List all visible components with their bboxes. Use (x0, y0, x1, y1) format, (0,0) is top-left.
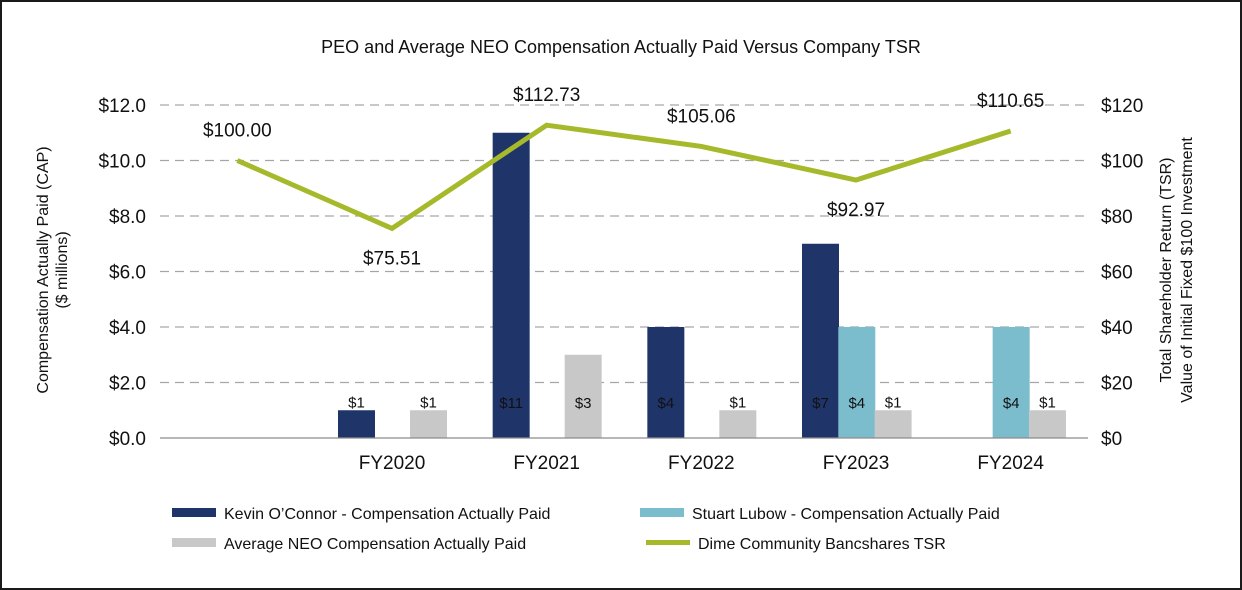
category-label: FY2023 (823, 453, 890, 474)
left-tick-label: $10.0 (98, 152, 146, 173)
gridlines (160, 104, 1088, 384)
bar-data-label: $1 (1039, 394, 1056, 411)
left-tick-label: $8.0 (109, 207, 146, 228)
tsr-data-label: $92.97 (827, 200, 885, 221)
bars (338, 132, 1066, 438)
tsr-data-label: $100.00 (203, 121, 272, 142)
left-tick-label: $2.0 (109, 374, 146, 395)
bar (338, 410, 375, 438)
left-axis-title-line2: ($ millions) (54, 231, 71, 308)
bar-data-label: $1 (420, 394, 437, 411)
bar (992, 327, 1030, 438)
bar-data-label: $11 (499, 395, 523, 412)
left-axis-ticks: $0.0 $2.0 $4.0 $6.0 $8.0 $10.0 $12.0 (98, 96, 146, 450)
tsr-data-label: $110.65 (977, 91, 1044, 112)
bar-data-label: $1 (348, 394, 365, 411)
legend-item: Stuart Lubow - Compensation Actually Pai… (640, 506, 1000, 523)
category-label: FY2021 (513, 453, 580, 474)
legend-bar-swatch (172, 538, 216, 547)
bar-data-label: $4 (1003, 395, 1020, 412)
left-tick-label: $4.0 (109, 318, 146, 339)
bar-data-label: $1 (729, 394, 746, 411)
bar (802, 243, 839, 438)
right-axis-title-line2: Value of Initial Fixed $100 Investment (1179, 137, 1196, 403)
category-label: FY2024 (977, 453, 1044, 474)
right-tick-label: $60 (1101, 263, 1133, 284)
legend-label: Dime Community Bancshares TSR (698, 536, 946, 553)
bar (838, 327, 876, 438)
legend-line-swatch (646, 540, 690, 545)
left-axis-title-line1: Compensation Actually Paid (CAP) (35, 146, 52, 393)
legend-bar-swatch (640, 508, 684, 517)
right-tick-label: $80 (1101, 207, 1133, 228)
right-tick-label: $20 (1101, 374, 1133, 395)
legend: Kevin O’Connor - Compensation Actually P… (172, 506, 1000, 553)
category-labels: FY2020 FY2021 FY2022 FY2023 FY2024 (359, 453, 1045, 474)
bar-data-label: $4 (657, 395, 674, 412)
right-axis-title-line1: Total Shareholder Return (TSR) (1158, 158, 1175, 383)
legend-item: Dime Community Bancshares TSR (646, 536, 946, 553)
right-tick-label: $0 (1101, 429, 1122, 450)
bar-data-label: $4 (848, 395, 865, 412)
legend-label: Stuart Lubow - Compensation Actually Pai… (692, 506, 1000, 523)
legend-item: Average NEO Compensation Actually Paid (172, 536, 526, 553)
tsr-line-group: $100.00 $75.51 $112.73 $105.06 $92.97 $110.65 (203, 85, 1044, 269)
tsr-data-label: $112.73 (513, 85, 580, 106)
bar (719, 410, 757, 438)
tsr-data-label: $75.51 (363, 248, 421, 269)
category-label: FY2020 (359, 453, 426, 474)
right-tick-label: $120 (1101, 96, 1143, 117)
category-label: FY2022 (668, 453, 735, 474)
chart-title: PEO and Average NEO Compensation Actuall… (321, 37, 921, 57)
tsr-line (236, 122, 1012, 232)
legend-label: Kevin O’Connor - Compensation Actually P… (224, 506, 550, 523)
left-tick-label: $0.0 (109, 429, 146, 450)
bar (874, 410, 912, 438)
bar-data-label: $7 (812, 395, 829, 412)
right-axis-ticks: $0 $20 $40 $60 $80 $100 $120 (1101, 96, 1143, 450)
legend-item: Kevin O’Connor - Compensation Actually P… (172, 506, 550, 523)
bar-data-label: $1 (885, 394, 902, 411)
bar (1028, 410, 1066, 438)
right-tick-label: $100 (1101, 152, 1143, 173)
legend-bar-swatch (172, 508, 216, 517)
bar-labels: $1 $1 $11 $3 $4 $1 $7 $4 $1 $4 $1 (348, 394, 1056, 412)
legend-label: Average NEO Compensation Actually Paid (224, 536, 526, 553)
left-tick-label: $12.0 (98, 96, 146, 117)
bar-data-label: $3 (575, 395, 592, 412)
bar (410, 410, 447, 438)
tsr-data-label: $105.06 (667, 106, 736, 127)
bar (647, 327, 685, 438)
bar (564, 354, 602, 438)
left-tick-label: $6.0 (109, 263, 146, 284)
right-tick-label: $40 (1101, 318, 1133, 339)
bar (492, 132, 530, 438)
